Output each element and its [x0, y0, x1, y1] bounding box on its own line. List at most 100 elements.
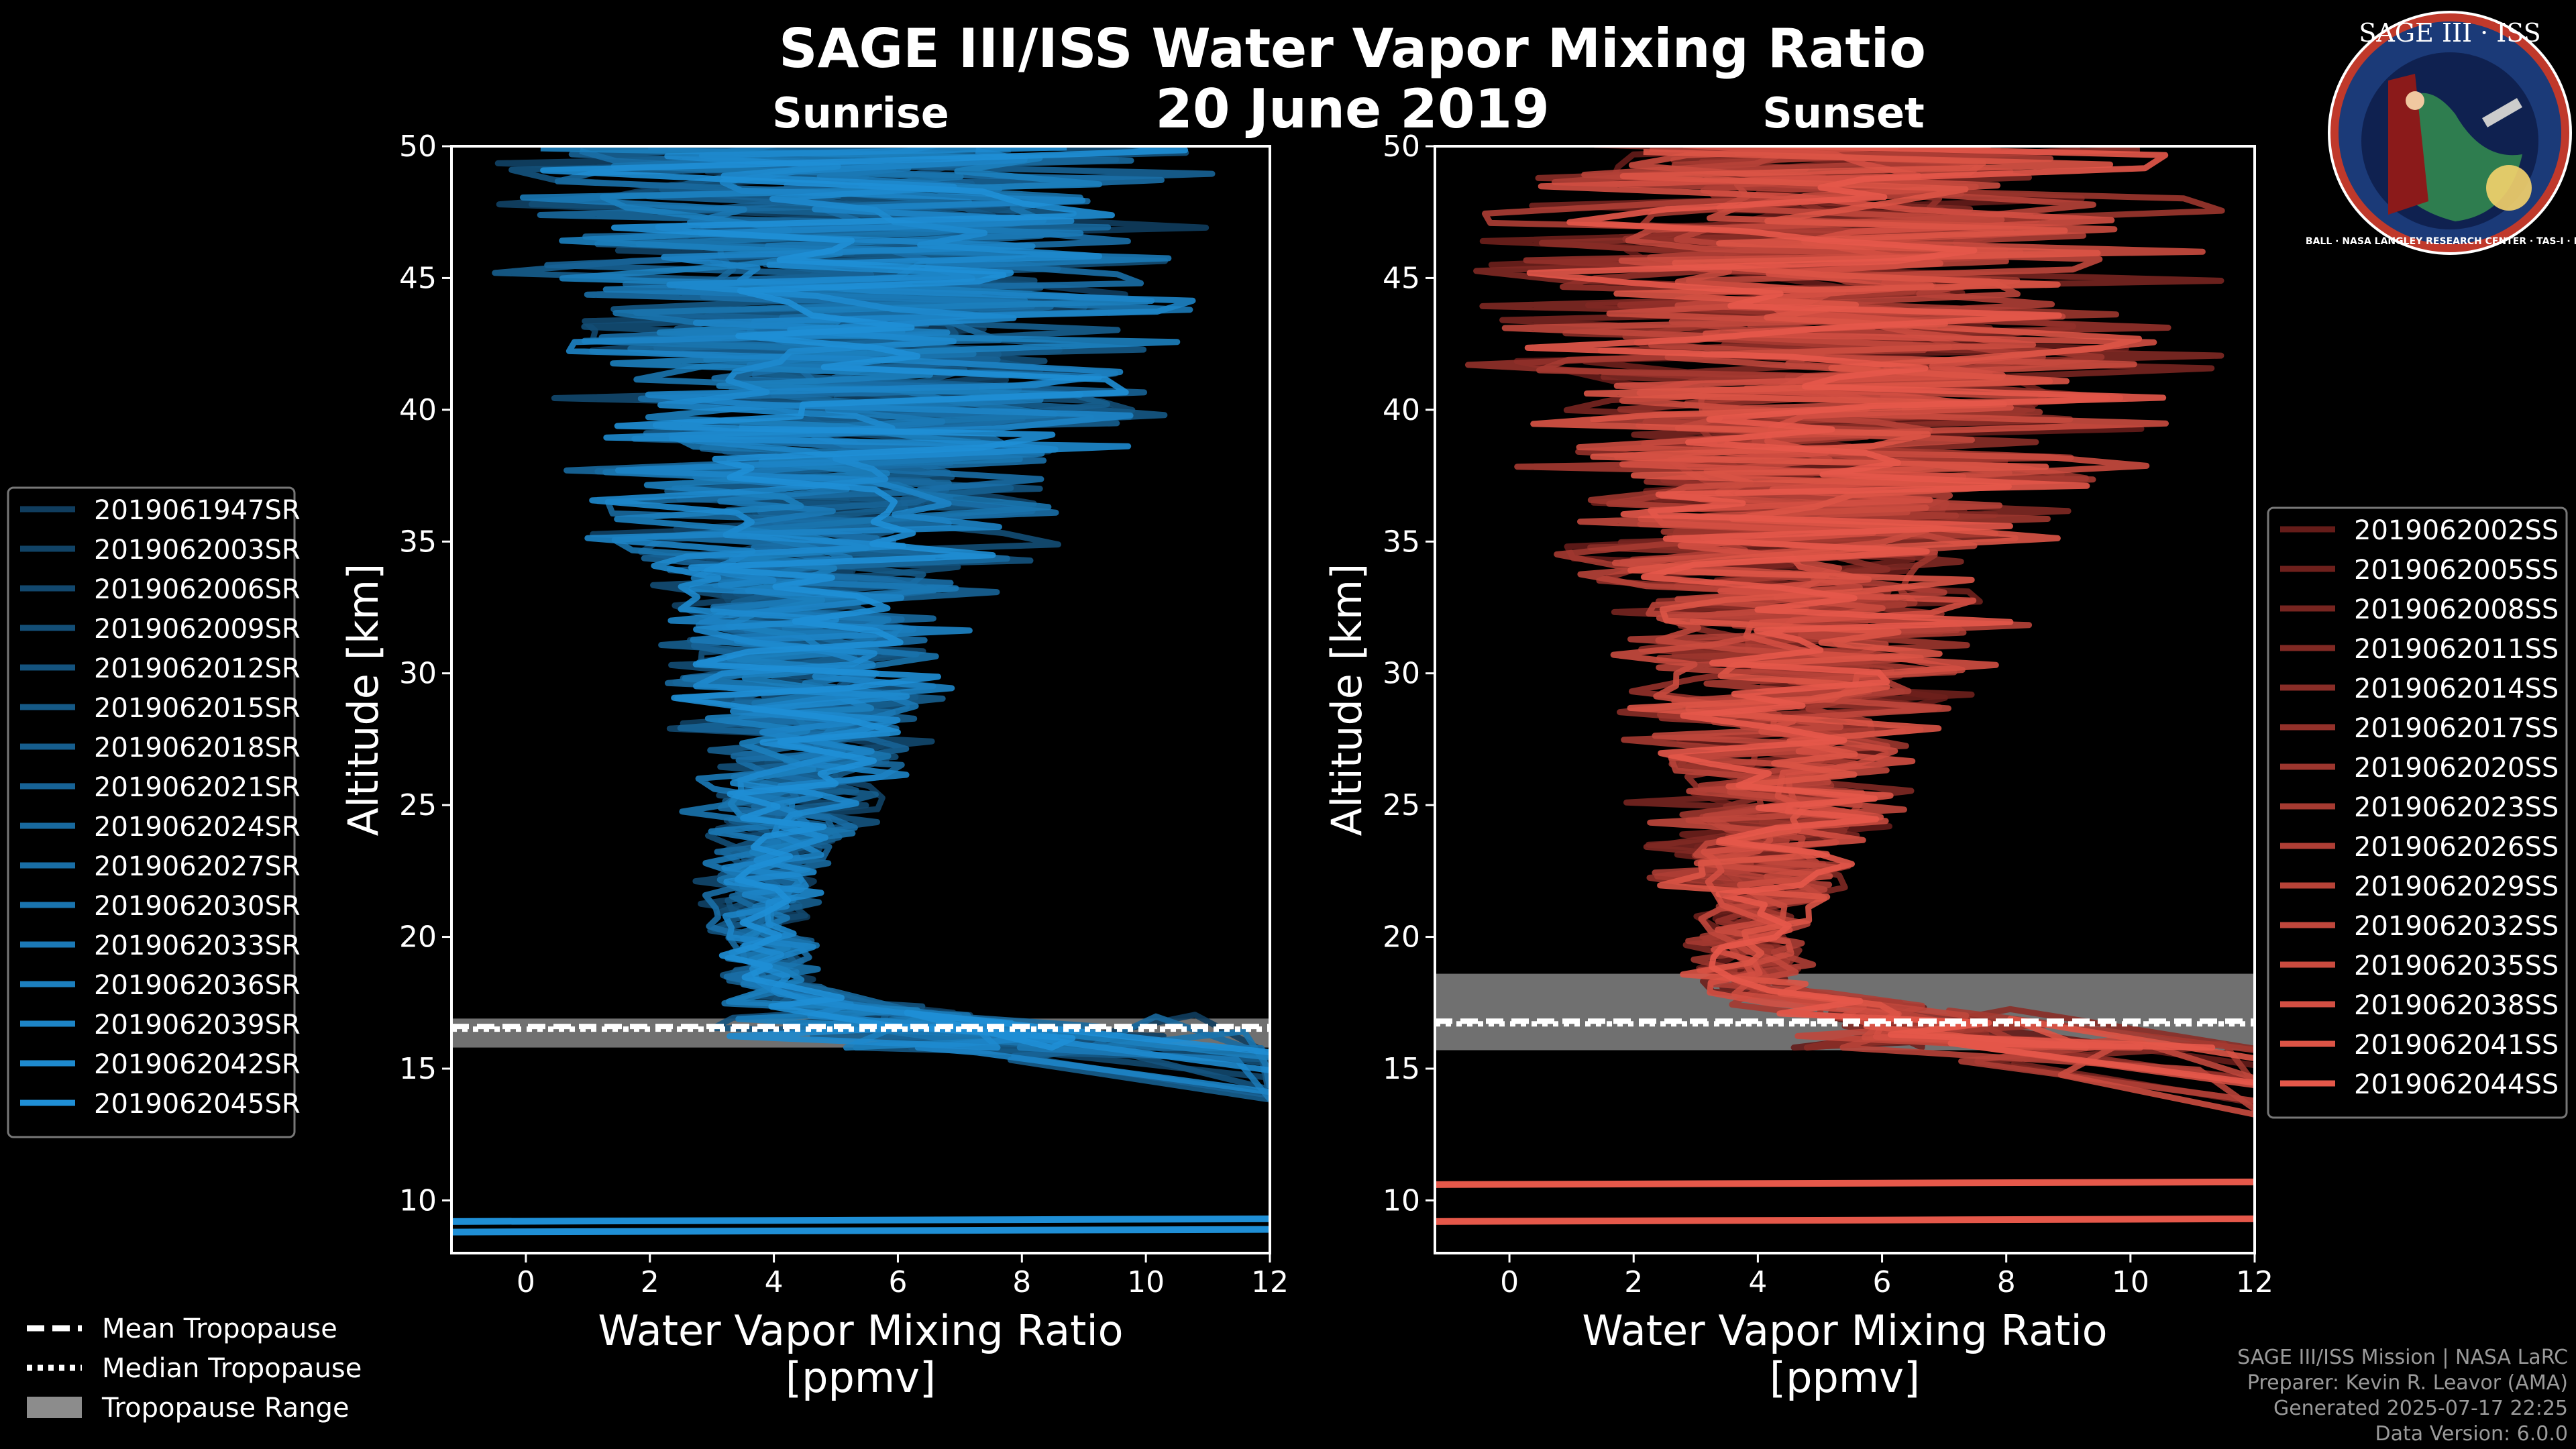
sage-iii-iss-logo: SAGE III · ISS BALL · NASA LANGLEY RESEAR…	[2306, 11, 2576, 255]
sunset-title: Sunset	[1762, 89, 1925, 138]
sunset-low-altitude-line	[1435, 1215, 2255, 1225]
sunrise-plot-area	[451, 146, 1270, 1236]
sunrise-panel: Sunrise 0 2 4 6 8 10 12 10 15 20 25 30 35 40 45 50 Water …	[339, 89, 1289, 1402]
sunset-ytick-label: 35	[1383, 525, 1420, 559]
tropopause-legend-label: Tropopause Range	[101, 1393, 350, 1424]
sunrise-xlabel: Water Vapor Mixing Ratio	[598, 1306, 1123, 1355]
sunset-xtick-label: 4	[1748, 1265, 1767, 1299]
sunrise-title: Sunrise	[772, 89, 949, 138]
sunset-ytick-label: 30	[1383, 657, 1420, 691]
credit-version: Data Version: 6.0.0	[2375, 1422, 2568, 1446]
sunrise-xtick-label: 8	[1012, 1265, 1031, 1299]
sunrise-legend-label: 2019062024SR	[94, 812, 301, 843]
sunrise-xtick-label: 12	[1251, 1265, 1289, 1299]
sunset-xtick-label: 8	[1997, 1265, 2016, 1299]
sunrise-xlabel-unit: [ppmv]	[786, 1353, 936, 1402]
sunset-legend-label: 2019062023SS	[2354, 792, 2559, 823]
sunset-legend-label: 2019062005SS	[2354, 555, 2559, 586]
sunrise-ylabel: Altitude [km]	[339, 564, 388, 837]
sunrise-xtick-label: 6	[888, 1265, 907, 1299]
sunrise-legend-label: 2019062039SR	[94, 1010, 301, 1040]
sunrise-ytick-label: 40	[399, 393, 437, 427]
sunset-legend-label: 2019062002SS	[2354, 515, 2559, 546]
sunrise-ytick-label: 20	[399, 920, 437, 955]
sunrise-xtick-label: 10	[1127, 1265, 1165, 1299]
sunrise-profile-2019062045SR	[540, 146, 1270, 1056]
sunset-plot-area	[1435, 146, 2255, 1225]
sunrise-ytick-label: 10	[399, 1183, 437, 1218]
sunset-legend-label: 2019062014SS	[2354, 674, 2559, 704]
sunrise-legend-label: 2019062003SR	[94, 535, 301, 566]
sunset-legend-label: 2019062020SS	[2354, 753, 2559, 784]
sunset-legend-label: 2019062029SS	[2354, 871, 2559, 902]
sunset-legend-label: 2019062044SS	[2354, 1069, 2559, 1100]
sunset-ytick-label: 25	[1383, 788, 1420, 822]
logo-ring-text: BALL · NASA LANGLEY RESEARCH CENTER · TA…	[2306, 236, 2576, 247]
sunrise-ytick-label: 35	[399, 525, 437, 559]
tropopause-legend: Mean Tropopause Median Tropopause Tropopau…	[27, 1313, 362, 1424]
figure-title: SAGE III/ISS Water Vapor Mixing Ratio	[779, 17, 1926, 80]
sunset-ytick-label: 40	[1383, 393, 1420, 427]
sunset-legend-box	[2267, 506, 2568, 1119]
sunset-xtick-label: 0	[1500, 1265, 1519, 1299]
credit-mission: SAGE III/ISS Mission | NASA LaRC	[2237, 1346, 2568, 1369]
sunrise-legend-label: 2019062030SR	[94, 891, 301, 922]
sunrise-legend-label: 2019062015SR	[94, 693, 301, 724]
sunset-ytick-label: 45	[1383, 261, 1420, 295]
sunrise-xtick-label: 0	[517, 1265, 535, 1299]
logo-title-text: SAGE III · ISS	[2359, 18, 2540, 48]
figure-date: 20 June 2019	[1155, 78, 1550, 140]
sunrise-ytick-label: 15	[399, 1052, 437, 1086]
sunset-xlabel: Water Vapor Mixing Ratio	[1582, 1306, 2107, 1355]
sunrise-profile-2019062039SR	[566, 148, 1270, 1095]
sunset-legend-label: 2019062035SS	[2354, 951, 2559, 981]
sunrise-ytick-label: 45	[399, 261, 437, 295]
sunrise-legend-label: 2019062021SR	[94, 772, 301, 803]
tropopause-legend-label: Mean Tropopause	[102, 1313, 337, 1344]
tropopause-range-swatch	[27, 1397, 82, 1418]
sunset-ylabel: Altitude [km]	[1322, 564, 1371, 837]
sunrise-legend-label: 2019062036SR	[94, 970, 301, 1001]
sunset-xtick-label: 10	[2112, 1265, 2149, 1299]
sun-icon	[2486, 165, 2532, 211]
sunrise-xtick-label: 2	[641, 1265, 659, 1299]
sunset-xtick-label: 12	[2236, 1265, 2273, 1299]
sunset-axes-frame	[1434, 145, 2256, 1254]
sunrise-legend-label: 2019062027SR	[94, 851, 301, 882]
sunset-panel: Sunset 0 2 4 6 8 10 12 10 15 20 25 30 35 40 45 50 Water V…	[1322, 89, 2273, 1402]
sunrise-legend-label: 2019061947SR	[94, 495, 301, 526]
sunrise-ytick-label: 50	[399, 129, 437, 164]
sunrise-low-altitude-line	[451, 1226, 1270, 1236]
sunset-ytick-label: 20	[1383, 920, 1420, 955]
sunset-legend-label: 2019062041SS	[2354, 1030, 2559, 1061]
sunrise-legend-label: 2019062042SR	[94, 1049, 301, 1080]
sunrise-legend-label: 2019062009SR	[94, 614, 301, 645]
sunrise-ytick-label: 25	[399, 788, 437, 822]
scientist-head-icon	[2406, 91, 2424, 110]
sunset-legend-label: 2019062032SS	[2354, 911, 2559, 942]
sunrise-low-altitude-line	[451, 1215, 1270, 1225]
sunset-legend-label: 2019062008SS	[2354, 594, 2559, 625]
sunset-ytick-label: 50	[1383, 129, 1420, 164]
credits: SAGE III/ISS Mission | NASA LaRC Prepare…	[2237, 1345, 2568, 1447]
sunrise-legend-label: 2019062012SR	[94, 653, 301, 684]
sunset-legend: 2019062002SS 2019062005SS 2019062008SS 2019…	[2267, 506, 2568, 1119]
sunset-xtick-label: 6	[1873, 1265, 1892, 1299]
sunrise-axes-frame	[450, 145, 1271, 1254]
tropopause-legend-label: Median Tropopause	[102, 1353, 362, 1384]
sunrise-xtick-label: 4	[765, 1265, 784, 1299]
sunrise-legend: 2019061947SR 2019062003SR 2019062006SR 2019…	[7, 486, 301, 1138]
sunrise-legend-label: 2019062045SR	[94, 1089, 301, 1120]
sunset-legend-label: 2019062011SS	[2354, 634, 2559, 665]
iss-icon	[2482, 98, 2522, 127]
sunset-legend-label: 2019062026SS	[2354, 832, 2559, 863]
sunset-profile-2019062044SS	[1524, 146, 2255, 1086]
sunset-ytick-label: 15	[1383, 1052, 1420, 1086]
credit-preparer: Preparer: Kevin R. Leavor (AMA)	[2247, 1371, 2568, 1395]
sunset-xtick-label: 2	[1624, 1265, 1643, 1299]
credit-generated: Generated 2025-07-17 22:25	[2273, 1397, 2568, 1420]
sunset-legend-label: 2019062017SS	[2354, 713, 2559, 744]
sunset-ytick-label: 10	[1383, 1183, 1420, 1218]
sunset-legend-label: 2019062038SS	[2354, 990, 2559, 1021]
